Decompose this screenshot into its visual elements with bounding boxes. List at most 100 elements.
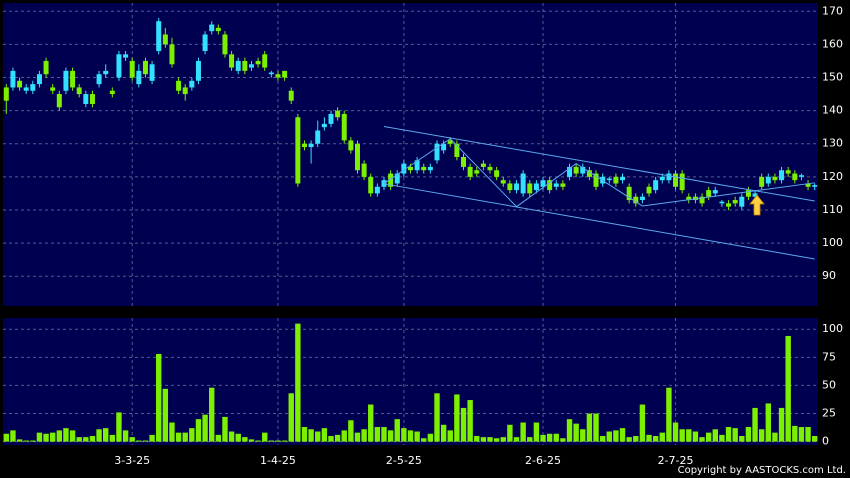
candle-body bbox=[606, 178, 612, 181]
volume-bar bbox=[63, 428, 69, 442]
candle-body bbox=[679, 173, 685, 191]
candle-body bbox=[149, 64, 155, 81]
volume-bar bbox=[387, 430, 394, 442]
trend-line bbox=[383, 138, 815, 208]
signal-arrow bbox=[749, 194, 765, 216]
volume-bar bbox=[341, 430, 347, 442]
volume-bar bbox=[732, 428, 738, 442]
candle-body bbox=[10, 70, 16, 88]
candle-body bbox=[540, 180, 546, 187]
candle-body bbox=[388, 173, 394, 187]
y-tick-label: 150 bbox=[822, 71, 843, 84]
candle-body bbox=[487, 166, 493, 171]
volume-bar bbox=[43, 433, 49, 442]
volume-bar bbox=[268, 440, 275, 442]
volume-bar bbox=[3, 433, 10, 442]
volume-bar bbox=[566, 419, 573, 442]
volume-bar bbox=[255, 440, 261, 442]
y-tick-label: 25 bbox=[822, 407, 836, 420]
candle-body bbox=[229, 54, 235, 68]
candle-body bbox=[573, 166, 579, 174]
x-tick-label: 2-6-25 bbox=[525, 454, 561, 467]
volume-bar bbox=[619, 428, 626, 442]
volume-bar bbox=[778, 407, 785, 442]
candle-body bbox=[209, 24, 215, 32]
candle-body bbox=[620, 176, 626, 181]
volume-bar bbox=[281, 440, 288, 442]
volume-bar bbox=[407, 430, 414, 442]
candle-body bbox=[222, 34, 228, 55]
y-tick-label: 0 bbox=[822, 435, 829, 448]
volume-bar bbox=[500, 437, 506, 442]
y-tick-label: 140 bbox=[822, 104, 843, 117]
candle-body bbox=[282, 70, 288, 78]
candle-body bbox=[792, 173, 798, 181]
candle-body bbox=[3, 87, 9, 101]
candle-body bbox=[374, 186, 380, 194]
candle-body bbox=[30, 84, 36, 91]
volume-bar bbox=[162, 388, 169, 442]
candle-body bbox=[268, 72, 274, 75]
volume-bar bbox=[89, 436, 96, 442]
candle-body bbox=[474, 170, 480, 174]
volume-bar bbox=[288, 393, 294, 442]
volume-bar bbox=[182, 432, 188, 442]
volume-bar bbox=[56, 430, 63, 442]
volume-bar bbox=[725, 427, 732, 442]
candle-body bbox=[560, 183, 566, 187]
candle-body bbox=[454, 143, 460, 157]
candle-body bbox=[712, 190, 718, 194]
candle-body bbox=[586, 170, 592, 177]
volume-bar bbox=[195, 419, 202, 442]
candle-body bbox=[553, 183, 559, 187]
volume-bar bbox=[69, 430, 76, 442]
candle-body bbox=[262, 54, 268, 68]
candle-body bbox=[414, 160, 420, 171]
candle-body bbox=[315, 130, 321, 144]
candle-body bbox=[136, 70, 142, 85]
volume-bar bbox=[315, 431, 321, 442]
candle-body bbox=[745, 190, 751, 197]
volume-bar bbox=[109, 434, 116, 442]
volume-bar bbox=[474, 436, 480, 442]
candle-body bbox=[17, 80, 23, 88]
candle-body bbox=[699, 196, 705, 204]
candle-body bbox=[719, 201, 725, 204]
volume-bar bbox=[169, 422, 175, 442]
volume-bar bbox=[275, 440, 281, 442]
candle-body bbox=[666, 173, 672, 181]
candle-body bbox=[248, 64, 254, 68]
candle-body bbox=[202, 34, 208, 52]
volume-bar bbox=[129, 437, 135, 442]
volume-bar bbox=[599, 436, 606, 442]
candle-body bbox=[103, 70, 109, 75]
candle-body bbox=[427, 166, 433, 171]
volume-bar bbox=[507, 424, 513, 442]
volume-bar bbox=[467, 400, 473, 442]
candle-body bbox=[659, 176, 665, 181]
candle-body bbox=[739, 196, 745, 207]
candle-body bbox=[494, 170, 500, 177]
volume-bar bbox=[758, 429, 765, 442]
candle-body bbox=[195, 60, 201, 81]
candle-body bbox=[43, 60, 49, 75]
candle-body bbox=[70, 70, 76, 88]
candle-body bbox=[341, 113, 347, 141]
candle-body bbox=[288, 90, 294, 101]
volume-bar bbox=[553, 433, 559, 442]
volume-bar bbox=[792, 425, 798, 442]
volume-bar bbox=[49, 432, 56, 442]
volume-bar bbox=[16, 439, 23, 442]
candle-body bbox=[593, 173, 599, 187]
volume-bar bbox=[23, 440, 29, 442]
volume-bar bbox=[752, 407, 758, 442]
candle-body bbox=[295, 117, 301, 184]
candle-body bbox=[421, 166, 427, 171]
volume-bar bbox=[659, 432, 665, 442]
volume-bar bbox=[652, 436, 659, 442]
volume-bar bbox=[215, 434, 222, 442]
volume-bar bbox=[686, 429, 692, 442]
volume-bar bbox=[679, 429, 685, 442]
volume-bar bbox=[513, 437, 520, 442]
trend-line bbox=[383, 126, 815, 202]
